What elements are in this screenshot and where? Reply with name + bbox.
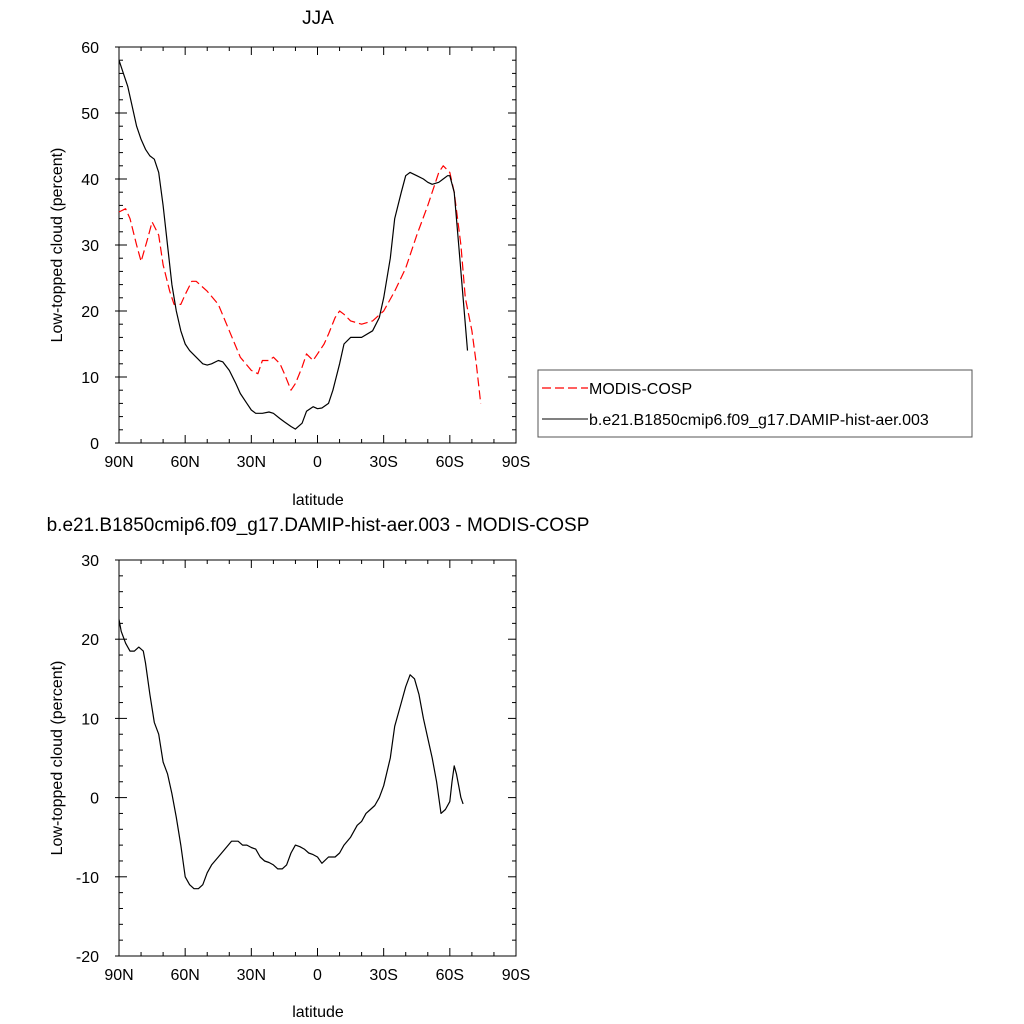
bottom-x-tick-label: 60N [170,967,199,984]
top-series-line-0 [118,165,482,404]
top-y-axis-label: Low-topped cloud (percent) [49,148,66,343]
top-axis-ticks: 90N 60N 30N 0 30S 60S 90S 0 10 20 30 40 50 60 [81,40,530,471]
bottom-series-group [118,619,464,890]
top-y-tick-label: 60 [81,40,99,57]
top-panel-title: JJA [302,8,334,29]
bottom-y-tick-label: 10 [81,711,99,728]
top-y-tick-label: 40 [81,172,99,189]
legend-label-model: b.e21.B1850cmip6.f09_g17.DAMIP-hist-aer.… [589,412,929,429]
top-series-line-1 [118,60,469,430]
bottom-series-line-0 [118,619,464,890]
bottom-y-tick-label: 30 [81,553,99,570]
bottom-panel: b.e21.B1850cmip6.f09_g17.DAMIP-hist-aer.… [47,515,590,1021]
bottom-y-axis-label: Low-topped cloud (percent) [49,661,66,856]
top-y-tick-label: 30 [81,238,99,255]
bottom-x-tick-label: 30S [369,967,397,984]
top-series-group [118,60,482,430]
bottom-y-tick-label: -20 [76,949,99,966]
bottom-x-axis-label: latitude [292,1004,344,1021]
bottom-x-tick-label: 30N [237,967,266,984]
bottom-y-tick-label: 20 [81,632,99,649]
top-x-tick-label: 30S [369,454,397,471]
bottom-x-tick-label: 90S [502,967,530,984]
bottom-axis-ticks: 90N 60N 30N 0 30S 60S 90S -20 -10 0 10 20 30 [76,553,530,984]
top-y-tick-label: 10 [81,370,99,387]
top-x-tick-label: 0 [313,454,322,471]
legend-box [537,369,973,438]
bottom-panel-title: b.e21.B1850cmip6.f09_g17.DAMIP-hist-aer.… [47,515,590,536]
top-x-axis-label: latitude [292,492,344,509]
bottom-x-tick-label: 60S [436,967,464,984]
top-x-tick-label: 90N [104,454,133,471]
top-y-tick-label: 50 [81,106,99,123]
top-plot-frame [118,46,517,444]
top-x-tick-label: 60N [170,454,199,471]
top-y-tick-label: 20 [81,304,99,321]
top-x-tick-label: 90S [502,454,530,471]
legend: MODIS-COSP b.e21.B1850cmip6.f09_g17.DAMI… [537,369,973,438]
bottom-x-tick-label: 90N [104,967,133,984]
top-x-tick-label: 30N [237,454,266,471]
legend-label-modis: MODIS-COSP [589,381,692,398]
bottom-y-tick-label: -10 [76,870,99,887]
top-x-tick-label: 60S [436,454,464,471]
bottom-y-tick-label: 0 [90,791,99,808]
top-y-tick-label: 0 [90,436,99,453]
bottom-x-tick-label: 0 [313,967,322,984]
bottom-plot-frame [118,559,517,957]
top-panel: JJA 90N 60N 30N 0 30S 60S 90S 0 10 20 30 40 50 60 lat… [49,8,530,509]
